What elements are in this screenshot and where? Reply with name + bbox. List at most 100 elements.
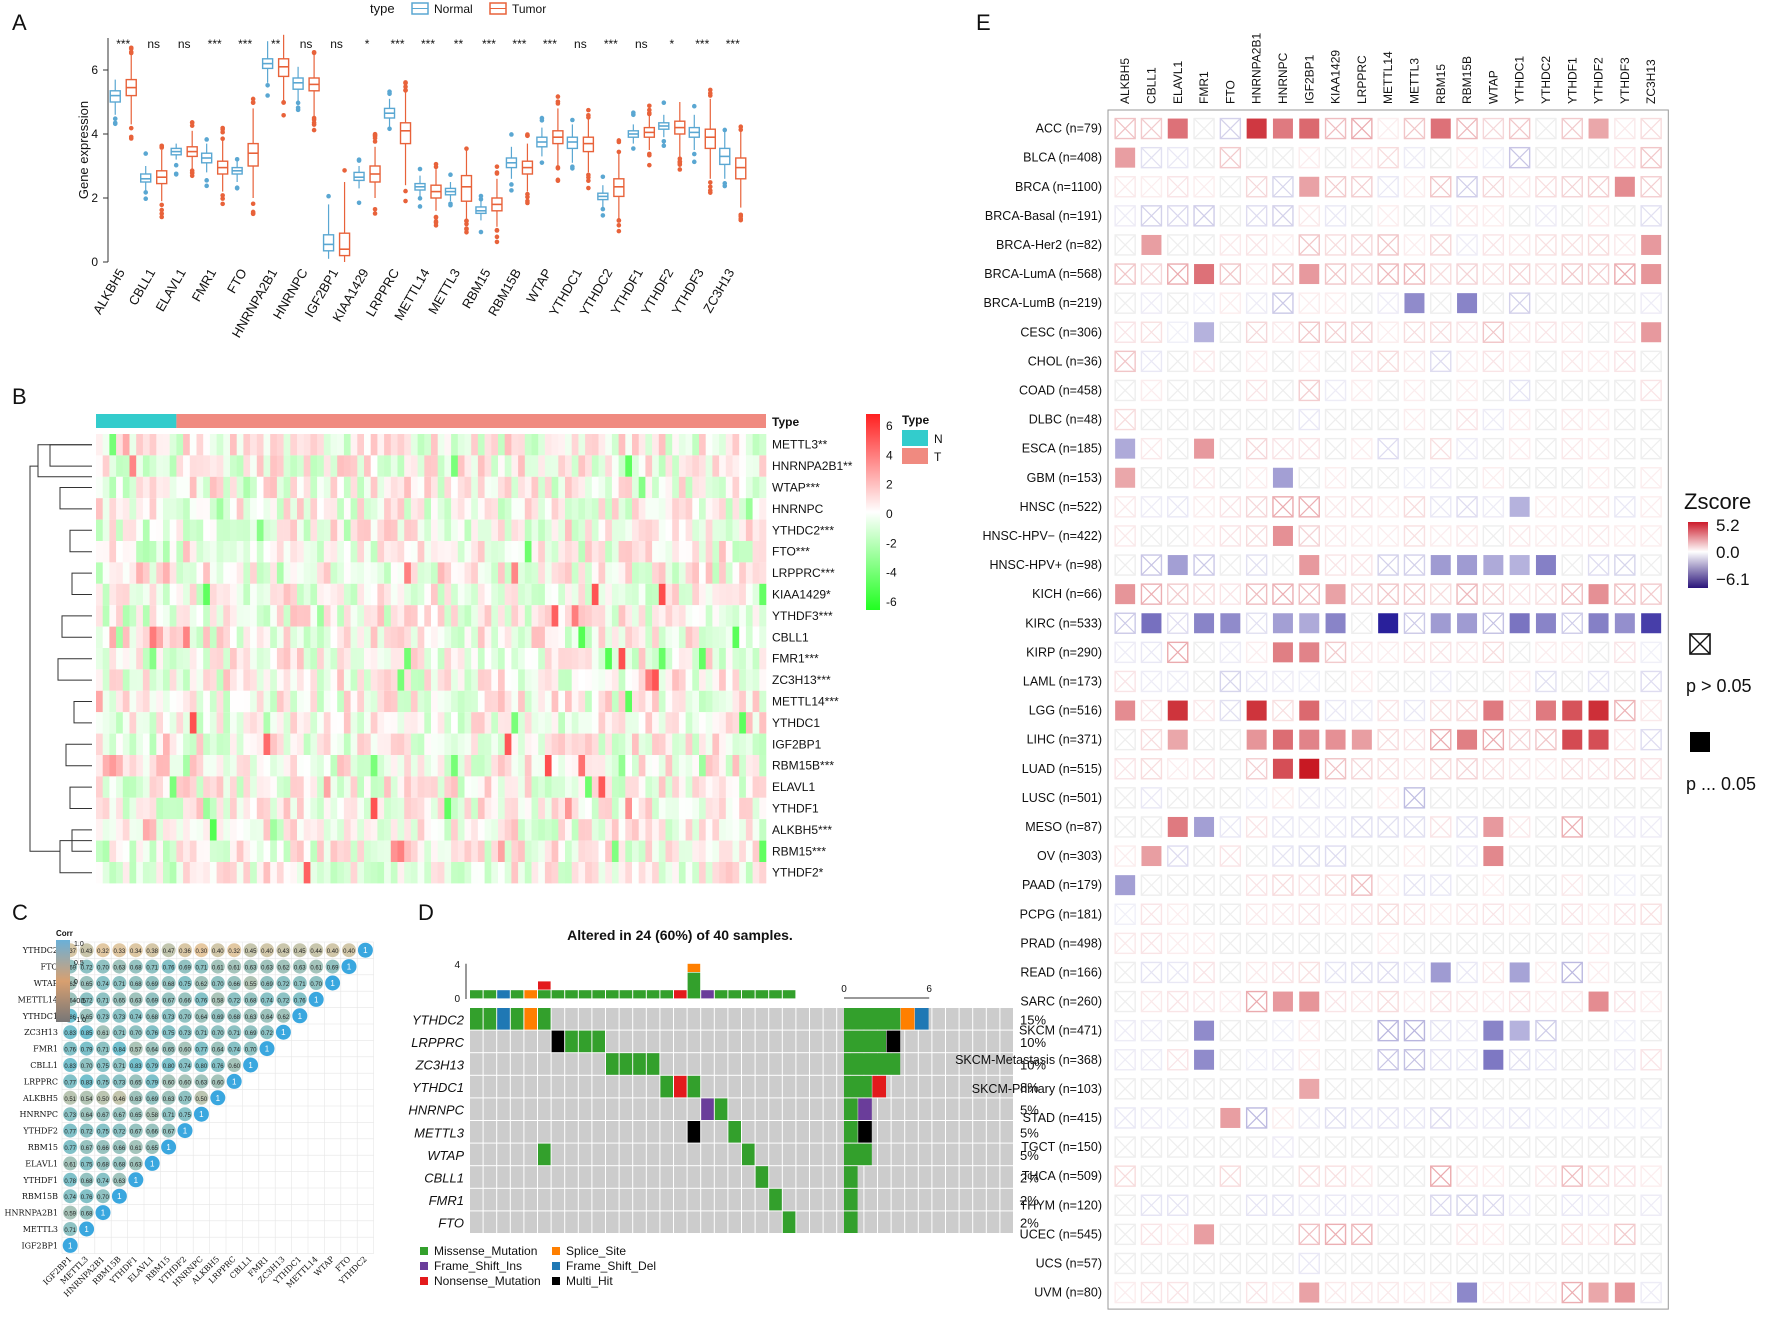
zscore-cell-cross xyxy=(1535,380,1557,401)
heatmap-cell xyxy=(491,819,499,841)
heatmap-cell xyxy=(163,455,170,477)
zscore-cell-cross xyxy=(1561,787,1583,809)
heatmap-cell xyxy=(350,840,358,862)
zscore-cell-ns xyxy=(1430,1049,1452,1071)
corr-value: 0.40 xyxy=(343,949,355,955)
zscore-cell-ns xyxy=(1508,321,1531,343)
oncoplot-empty-cell xyxy=(660,1008,673,1030)
zscore-cell-ns xyxy=(1377,699,1399,722)
zscore-cell-cross xyxy=(1430,1136,1452,1158)
zscore-cell-cross xyxy=(1430,758,1452,780)
heatmap-cell xyxy=(417,840,425,862)
heatmap-cell xyxy=(142,712,150,734)
heatmap-cell xyxy=(370,819,378,841)
heatmap-cell xyxy=(464,455,472,477)
zscore-cell-cross xyxy=(1325,176,1346,198)
zscore-cell-ns xyxy=(1587,263,1610,285)
heatmap-cell xyxy=(524,498,532,520)
heatmap-cell xyxy=(297,583,304,606)
heatmap-cell xyxy=(122,797,130,820)
corr-dot xyxy=(292,959,307,974)
heatmap-cell xyxy=(250,562,258,584)
oncoplot-empty-cell xyxy=(470,1121,483,1143)
heatmap-cell xyxy=(531,455,539,477)
heatmap-cell xyxy=(658,755,666,777)
heatmap-cell xyxy=(745,797,753,820)
zscore-cell-ns xyxy=(1377,1019,1399,1042)
zscore-cell-cross xyxy=(1272,700,1294,721)
heatmap-cell xyxy=(571,605,579,627)
oncoplot-empty-cell xyxy=(959,1075,973,1098)
heatmap-cell xyxy=(209,498,217,520)
zscore-cell-significant xyxy=(1272,729,1293,750)
zscore-cell-ns xyxy=(1167,1136,1189,1158)
zscore-cell-cross xyxy=(1246,991,1268,1012)
zscore-cell-cross xyxy=(1141,380,1162,401)
heatmap-cell xyxy=(571,690,579,713)
heatmap-cell xyxy=(739,434,747,456)
heatmap-cell xyxy=(370,648,378,670)
zscore-cell-ns xyxy=(1614,292,1636,314)
heatmap-cell xyxy=(357,562,365,584)
heatmap-cell xyxy=(230,819,237,841)
heatmap-cell xyxy=(142,840,150,862)
zscore-cell-cross xyxy=(1141,321,1162,343)
corr-value: 0.71 xyxy=(114,982,126,988)
corr-value: 0.69 xyxy=(327,966,339,972)
heatmap-cell xyxy=(149,562,157,584)
heatmap-cell xyxy=(163,797,170,820)
heatmap-cell xyxy=(290,562,298,584)
zscore-cell-cross xyxy=(1246,671,1268,692)
heatmap-cell xyxy=(109,712,117,734)
heatmap-cell xyxy=(565,583,572,606)
zscore-cell-significant xyxy=(1167,118,1188,139)
legend-label-n: N xyxy=(934,432,943,446)
zscore-cell-cross xyxy=(1456,1107,1478,1129)
heatmap-cell xyxy=(116,648,124,670)
zscore-cell-ns xyxy=(1535,496,1557,518)
heatmap-cell xyxy=(692,669,700,691)
zscore-cell-cross xyxy=(1272,874,1294,896)
zscore-cell-ns xyxy=(1219,1019,1242,1042)
heatmap-cell xyxy=(337,519,345,541)
heatmap-cell xyxy=(692,819,700,841)
zscore-cell-ns xyxy=(1508,583,1531,605)
heatmap-cell xyxy=(276,605,284,627)
heatmap-cell xyxy=(189,562,197,584)
heatmap-cell xyxy=(437,690,445,713)
heatmap-cell xyxy=(256,541,264,563)
diagonal-dot xyxy=(193,1106,209,1122)
corr-dot xyxy=(96,1107,110,1122)
corr-dot xyxy=(112,1172,127,1187)
heatmap-cell xyxy=(236,476,244,499)
zscore-cell-ns xyxy=(1561,379,1583,402)
heatmap-cell xyxy=(712,797,720,820)
corr-value: 0.64 xyxy=(81,1113,93,1119)
zscore-cell-ns xyxy=(1561,1078,1583,1100)
row-label: YTHDF1 xyxy=(772,802,819,816)
zscore-cell-cross xyxy=(1167,321,1189,343)
zscore-cell-significant xyxy=(1457,555,1478,576)
oncoplot-empty-cell xyxy=(823,1121,837,1143)
zscore-cell-ns xyxy=(1219,408,1242,431)
corr-dot xyxy=(227,1058,242,1072)
zscore-cell-ns xyxy=(1114,379,1136,402)
heatmap-cell xyxy=(250,541,258,563)
heatmap-cell xyxy=(370,776,378,798)
heatmap-cell xyxy=(498,862,505,884)
heatmap-cell xyxy=(250,690,258,713)
corr-value: 0.85 xyxy=(81,1031,93,1037)
zscore-cell-cross xyxy=(1167,380,1189,401)
heatmap-cell xyxy=(404,690,412,713)
row-label: COAD (n=458) xyxy=(1019,383,1102,397)
heatmap-cell xyxy=(283,626,291,648)
corr-value: 0.74 xyxy=(130,1015,142,1021)
heatmap-cell xyxy=(196,605,204,627)
zscore-cell-cross xyxy=(1167,845,1189,867)
top-bar-segment xyxy=(619,990,633,999)
zscore-cell-cross xyxy=(1561,816,1583,838)
outlier-tumor xyxy=(707,184,713,190)
heatmap-cell xyxy=(390,669,398,691)
corr-value: 0.68 xyxy=(114,1162,126,1168)
heatmap-cell xyxy=(498,476,505,499)
